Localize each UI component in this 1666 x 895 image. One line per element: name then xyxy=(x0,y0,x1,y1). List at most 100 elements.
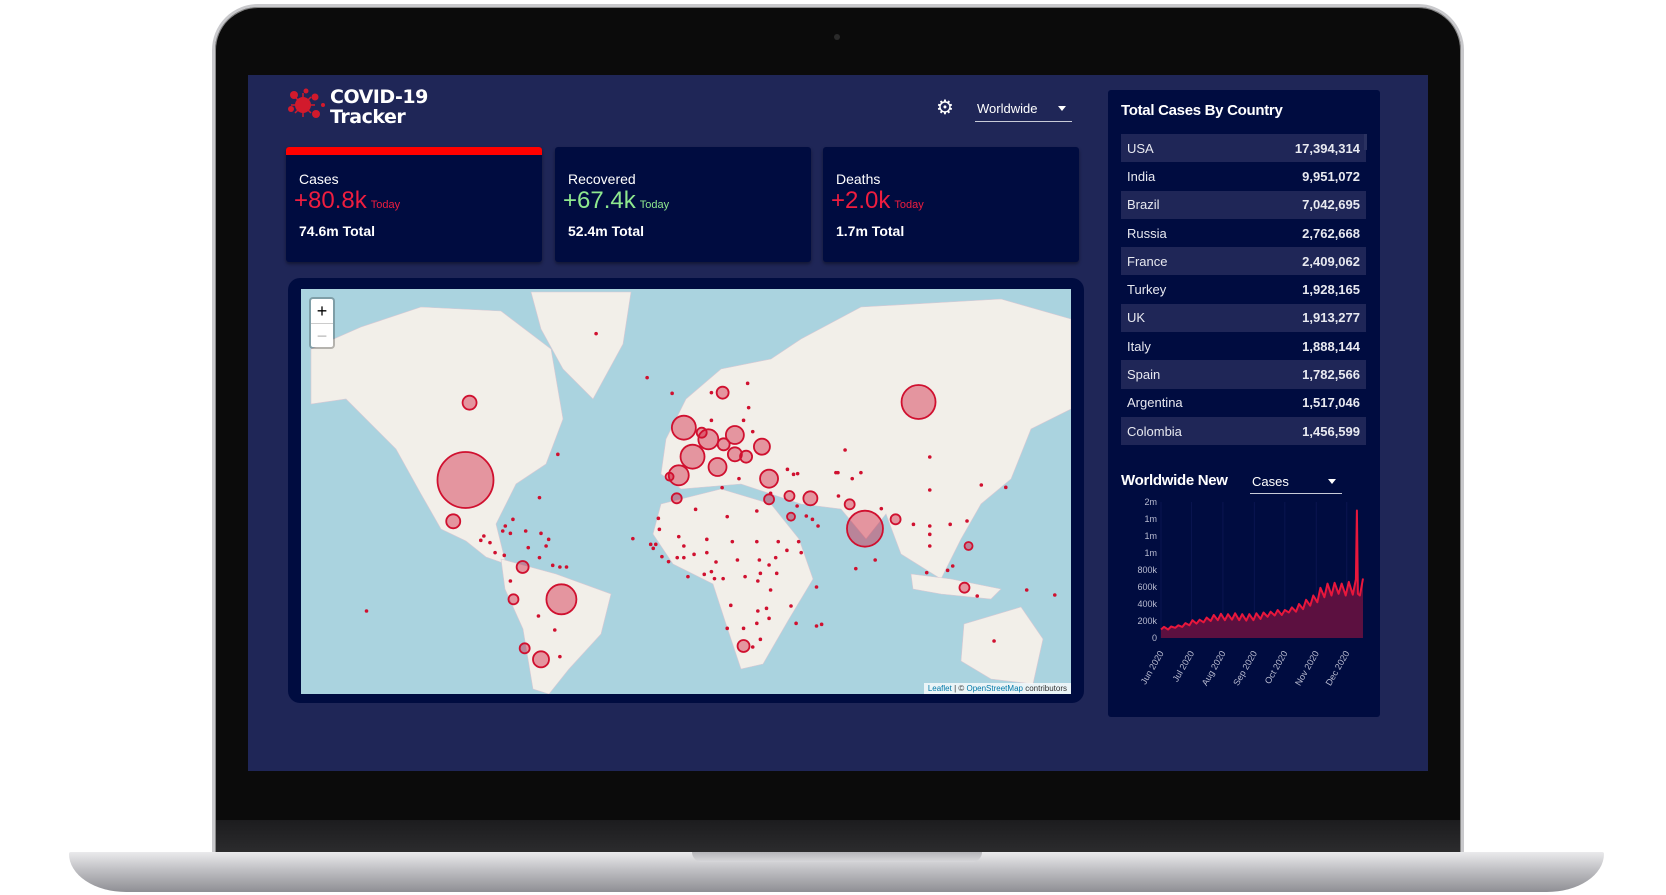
case-marker[interactable] xyxy=(558,565,562,569)
case-marker[interactable] xyxy=(488,540,492,545)
case-marker[interactable] xyxy=(795,504,799,508)
case-marker[interactable] xyxy=(726,446,743,463)
case-marker[interactable] xyxy=(707,457,728,477)
case-marker[interactable] xyxy=(945,568,950,573)
case-marker[interactable] xyxy=(843,498,856,511)
zoom-in-button[interactable]: + xyxy=(316,301,328,321)
case-marker[interactable] xyxy=(482,534,486,538)
case-marker[interactable] xyxy=(507,593,520,606)
case-marker[interactable] xyxy=(1003,485,1008,490)
case-marker[interactable] xyxy=(461,394,478,411)
case-marker[interactable] xyxy=(712,576,717,581)
case-marker[interactable] xyxy=(728,603,733,608)
case-marker[interactable] xyxy=(757,558,762,562)
case-marker[interactable] xyxy=(750,645,755,649)
case-marker[interactable] xyxy=(796,539,801,544)
case-marker[interactable] xyxy=(709,418,714,423)
case-marker[interactable] xyxy=(927,532,932,537)
case-marker[interactable] xyxy=(736,639,751,653)
case-marker[interactable] xyxy=(859,470,863,475)
case-marker[interactable] xyxy=(682,555,686,560)
case-marker[interactable] xyxy=(518,642,531,655)
case-marker[interactable] xyxy=(705,537,709,542)
case-marker[interactable] xyxy=(537,555,542,560)
case-marker[interactable] xyxy=(758,637,763,642)
case-marker[interactable] xyxy=(667,464,690,487)
case-marker[interactable] xyxy=(846,509,884,548)
case-marker[interactable] xyxy=(705,550,709,555)
case-marker[interactable] xyxy=(693,507,698,512)
case-marker[interactable] xyxy=(594,331,598,336)
case-marker[interactable] xyxy=(737,476,741,481)
case-marker[interactable] xyxy=(767,616,771,621)
case-marker[interactable] xyxy=(768,588,773,592)
case-marker[interactable] xyxy=(979,483,984,487)
case-marker[interactable] xyxy=(730,539,735,544)
case-marker[interactable] xyxy=(564,565,569,569)
country-select[interactable]: Worldwide xyxy=(975,95,1072,122)
case-marker[interactable] xyxy=(764,606,769,611)
case-marker[interactable] xyxy=(556,452,560,457)
case-marker[interactable] xyxy=(802,490,819,507)
case-marker[interactable] xyxy=(682,544,686,548)
case-marker[interactable] xyxy=(785,548,789,553)
case-marker[interactable] xyxy=(773,555,778,560)
case-marker[interactable] xyxy=(716,437,731,452)
case-marker[interactable] xyxy=(924,570,929,575)
case-marker[interactable] xyxy=(799,550,804,555)
case-marker[interactable] xyxy=(763,493,775,506)
case-marker[interactable] xyxy=(804,514,809,518)
osm-link[interactable]: OpenStreetMap xyxy=(966,684,1023,693)
case-marker[interactable] xyxy=(755,621,759,626)
case-marker[interactable] xyxy=(889,513,902,526)
case-marker[interactable] xyxy=(814,624,819,628)
case-marker[interactable] xyxy=(558,654,562,659)
case-marker[interactable] xyxy=(539,531,543,536)
case-marker[interactable] xyxy=(651,546,656,551)
case-marker[interactable] xyxy=(756,579,760,583)
case-marker[interactable] xyxy=(786,511,796,522)
case-marker[interactable] xyxy=(526,545,531,550)
case-marker[interactable] xyxy=(715,385,730,400)
case-marker[interactable] xyxy=(785,467,790,472)
case-marker[interactable] xyxy=(836,494,841,498)
case-marker[interactable] xyxy=(927,524,932,528)
case-marker[interactable] xyxy=(709,390,714,395)
case-marker[interactable] xyxy=(532,650,550,669)
case-marker[interactable] xyxy=(743,574,747,579)
case-marker[interactable] xyxy=(702,572,707,577)
case-marker[interactable] xyxy=(503,524,508,528)
case-marker[interactable] xyxy=(975,594,980,598)
case-marker[interactable] xyxy=(670,492,683,505)
case-marker[interactable] xyxy=(656,516,661,521)
country-table[interactable]: USA 17,394,314 India 9,951,072 Brazil 7,042,6… xyxy=(1121,134,1366,458)
case-marker[interactable] xyxy=(783,490,796,502)
case-marker[interactable] xyxy=(759,468,779,489)
gear-icon[interactable]: ⚙ xyxy=(936,97,954,119)
graph-type-select[interactable]: Cases xyxy=(1250,470,1342,494)
case-marker[interactable] xyxy=(965,519,969,523)
case-marker[interactable] xyxy=(911,522,916,527)
case-marker[interactable] xyxy=(714,560,718,564)
case-marker[interactable] xyxy=(853,566,858,571)
case-marker[interactable] xyxy=(697,428,720,451)
case-marker[interactable] xyxy=(653,542,658,547)
case-marker[interactable] xyxy=(750,429,755,434)
case-marker[interactable] xyxy=(850,476,855,481)
case-marker[interactable] xyxy=(958,581,971,594)
case-marker[interactable] xyxy=(758,571,763,576)
case-marker[interactable] xyxy=(631,536,635,541)
case-marker[interactable] xyxy=(927,455,932,459)
case-marker[interactable] xyxy=(810,517,815,522)
case-marker[interactable] xyxy=(948,522,952,527)
case-marker[interactable] xyxy=(927,544,932,548)
case-marker[interactable] xyxy=(493,550,497,555)
stat-card-cases[interactable]: Cases +80.8k Today 74.6m Total xyxy=(286,147,542,262)
case-marker[interactable] xyxy=(836,470,840,475)
case-marker[interactable] xyxy=(670,391,674,396)
case-marker[interactable] xyxy=(767,563,771,567)
case-marker[interactable] xyxy=(550,563,555,568)
case-marker[interactable] xyxy=(508,579,513,583)
case-marker[interactable] xyxy=(552,628,557,632)
case-marker[interactable] xyxy=(676,534,681,539)
